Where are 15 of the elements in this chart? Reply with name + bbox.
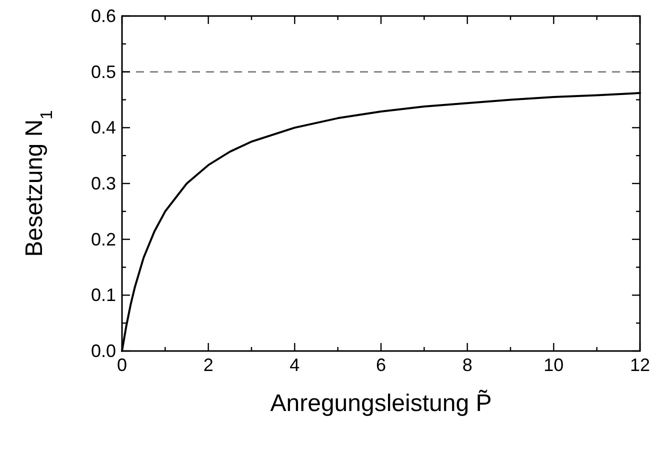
y-tick-label: 0.5 bbox=[90, 62, 116, 82]
x-tick-label: 12 bbox=[630, 355, 650, 375]
y-tick-label: 0.1 bbox=[90, 285, 116, 306]
y-tick-label: 0.4 bbox=[90, 118, 116, 138]
y-tick-label: 0.2 bbox=[90, 229, 116, 250]
x-tick-label: 4 bbox=[290, 355, 300, 375]
y-tick-label: 0.6 bbox=[90, 6, 116, 26]
x-tick-label: 10 bbox=[544, 355, 564, 375]
x-tick-label: 8 bbox=[462, 355, 472, 375]
x-tick-label: 2 bbox=[203, 355, 214, 375]
y-tick-label: 0.3 bbox=[90, 174, 116, 194]
x-tick-label: 0 bbox=[116, 355, 128, 375]
x-tick-label: 6 bbox=[376, 355, 386, 375]
x-axis-title: Anregungsleistung P̃ bbox=[270, 389, 492, 417]
y-tick-label: 0.0 bbox=[90, 341, 116, 361]
